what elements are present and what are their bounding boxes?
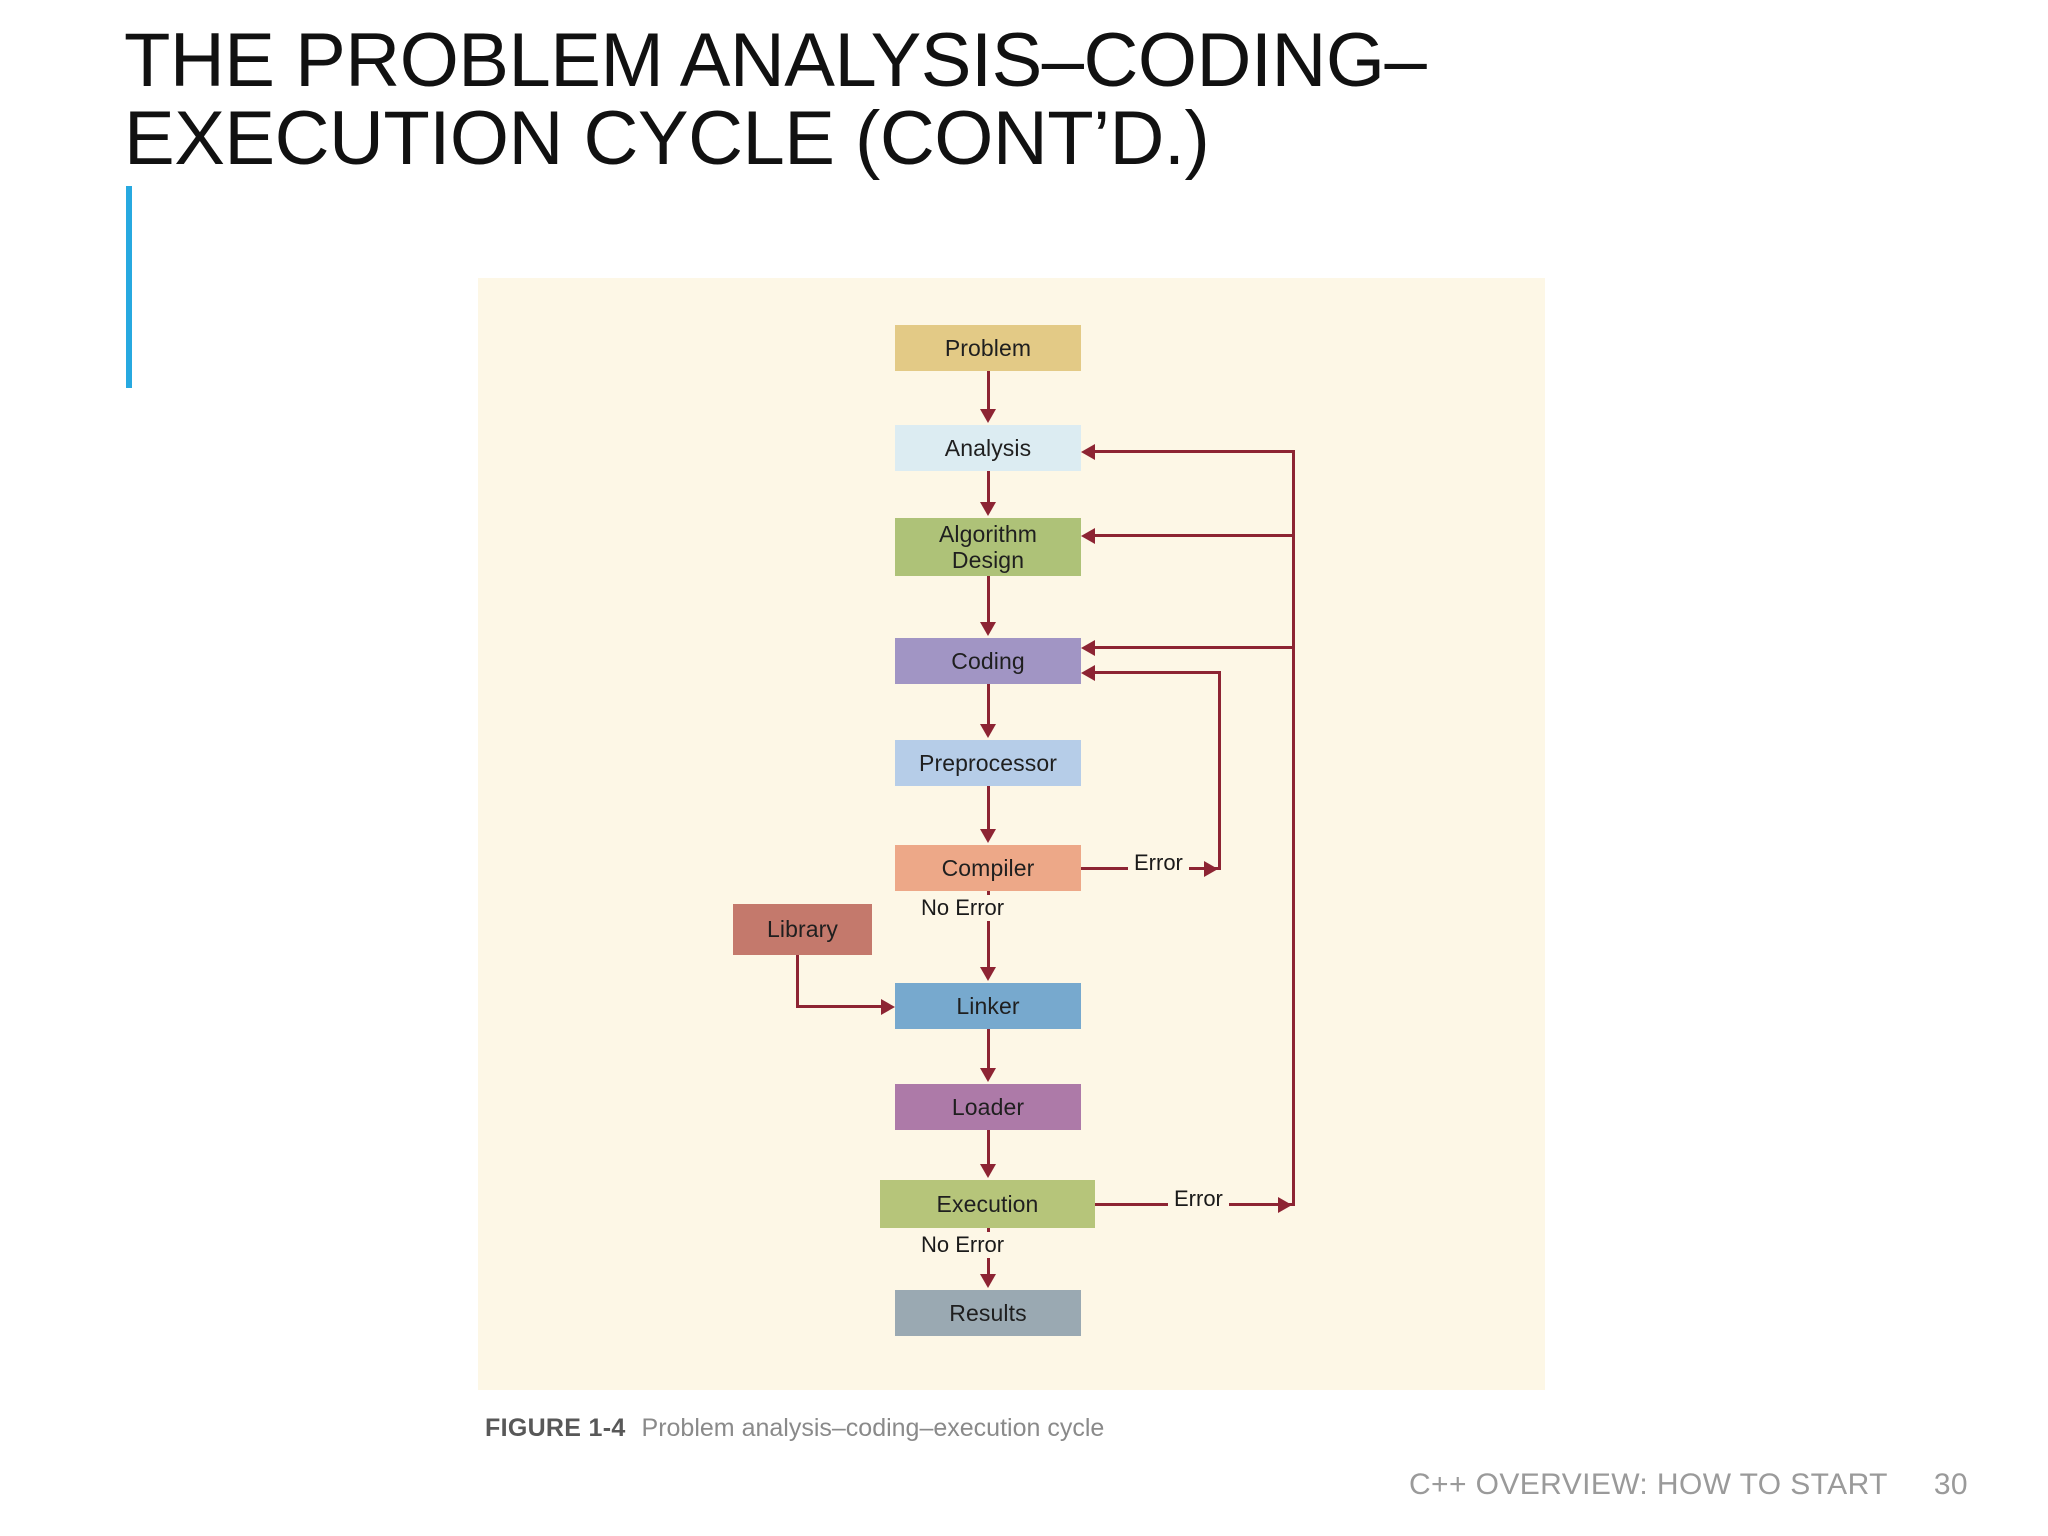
footer-section-title: C++ OVERVIEW: HOW TO START [1408,1468,1888,1501]
flow-node-loader: Loader [895,1084,1081,1130]
edge-label-execution-error: Error [1168,1186,1229,1212]
flow-node-algorithm-design-label: Algorithm Design [938,520,1038,573]
flow-node-execution-label: Execution [936,1190,1039,1217]
flow-node-linker: Linker [895,983,1081,1029]
connector-error-into-algorithm [1095,534,1295,537]
title-accent-bar [126,186,132,388]
figure-panel: Problem Analysis Algorithm Design Coding… [478,278,1545,1390]
flow-node-results: Results [895,1290,1081,1336]
connector-error-into-analysis [1095,450,1295,453]
flow-node-loader-label: Loader [951,1093,1025,1120]
connector-loader-to-execution [987,1130,990,1166]
figure-caption-text: Problem analysis–coding–execution cycle [641,1414,1105,1442]
flow-node-problem-label: Problem [944,334,1032,361]
edge-label-execution-no-error: No Error [915,1232,1011,1258]
connector-algorithm-to-coding [987,576,990,624]
arrowhead-compiler-error-into-coding [1081,665,1095,681]
flow-node-coding-label: Coding [951,647,1025,674]
connector-linker-to-loader [987,1029,990,1070]
footer-page-number: 30 [1933,1468,1968,1501]
connector-problem-to-analysis [987,371,990,411]
edge-label-compiler-error: Error [1128,850,1189,876]
arrowhead-error-into-coding [1081,640,1095,656]
flow-node-preprocessor-label: Preprocessor [919,749,1057,776]
arrowhead-coding-to-preprocessor [980,724,996,738]
connector-library-down [796,955,799,1005]
arrowhead-preprocessor-to-compiler [980,829,996,843]
flow-node-analysis: Analysis [895,425,1081,471]
connector-library-to-linker [796,1005,881,1008]
arrowhead-execution-to-results [980,1274,996,1288]
connector-compiler-error-into-coding [1095,671,1221,674]
connector-compiler-to-linker [987,891,990,969]
connector-compiler-error-up [1218,671,1221,870]
flow-node-preprocessor: Preprocessor [895,740,1081,786]
slide-footer: C++ OVERVIEW: HOW TO START 30 [0,1468,2048,1502]
arrowhead-compiler-error-turn [1204,861,1218,877]
flow-node-problem: Problem [895,325,1081,371]
connector-preprocessor-to-compiler [987,786,990,831]
arrowhead-execution-error-turn [1278,1197,1292,1213]
arrowhead-algorithm-to-coding [980,622,996,636]
arrowhead-compiler-to-linker [980,967,996,981]
flow-node-library: Library [733,904,872,955]
figure-caption-label: FIGURE 1-4 [485,1414,626,1442]
edge-label-compiler-no-error: No Error [915,895,1011,921]
flow-node-results-label: Results [949,1299,1027,1326]
flow-node-linker-label: Linker [956,992,1020,1019]
arrowhead-error-into-algorithm [1081,528,1095,544]
flow-node-analysis-label: Analysis [944,434,1032,461]
arrowhead-loader-to-execution [980,1164,996,1178]
connector-error-into-coding [1095,646,1295,649]
flow-node-algorithm-design: Algorithm Design [895,518,1081,576]
page-title: THE PROBLEM ANALYSIS–CODING– EXECUTION C… [124,18,1427,182]
flow-node-coding: Coding [895,638,1081,684]
flow-node-compiler-label: Compiler [941,854,1035,881]
flow-node-execution: Execution [880,1180,1095,1228]
connector-execution-error-up [1292,450,1295,1206]
flow-node-compiler: Compiler [895,845,1081,891]
connector-coding-to-preprocessor [987,684,990,726]
arrowhead-error-into-analysis [1081,444,1095,460]
figure-caption: FIGURE 1-4 Problem analysis–coding–execut… [485,1414,1104,1443]
arrowhead-linker-to-loader [980,1068,996,1082]
arrowhead-library-to-linker [881,999,895,1015]
flow-node-library-label: Library [766,916,838,943]
connector-analysis-to-algorithm [987,471,990,504]
arrowhead-problem-to-analysis [980,409,996,423]
arrowhead-analysis-to-algorithm [980,502,996,516]
